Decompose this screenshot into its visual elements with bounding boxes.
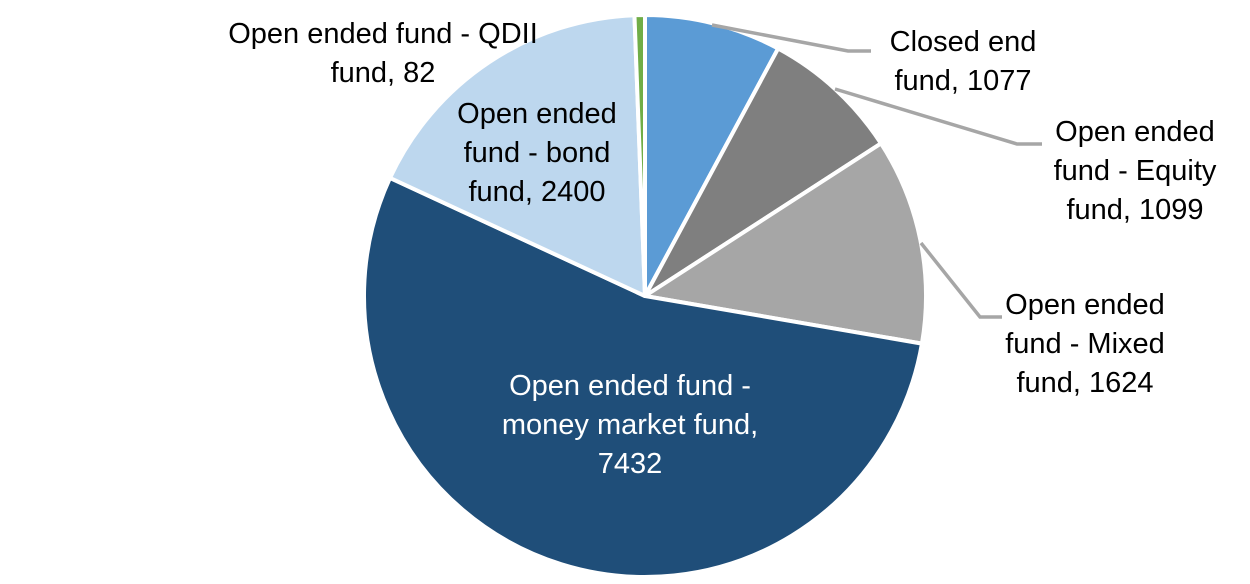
pie-slices xyxy=(362,13,928,579)
pie-slice-open-ended-money-market-fund xyxy=(362,175,924,579)
pie-slice-open-ended-qdii-fund xyxy=(632,13,647,298)
leader-line-closed-end-fund xyxy=(711,23,871,53)
label-bond-fund: Open ended fund - bond fund, 2400 xyxy=(457,98,617,208)
leader-line-equity-fund xyxy=(834,87,1042,146)
pie-slice-open-ended-bond-fund xyxy=(388,13,647,298)
label-equity-fund: Open ended fund - Equity fund, 1099 xyxy=(1053,116,1217,226)
label-qdii-fund: Open ended fund - QDII fund, 82 xyxy=(228,18,538,89)
label-money-market-fund: Open ended fund - money market fund, 743… xyxy=(501,370,759,480)
leader-line-mixed-fund xyxy=(919,241,1002,319)
pie-slice-closed-end-fund xyxy=(643,13,781,298)
label-closed-end-fund: Closed end fund, 1077 xyxy=(889,26,1037,97)
label-mixed-fund: Open ended fund - Mixed fund, 1624 xyxy=(1005,289,1165,399)
pie-slice-open-ended-mixed-fund xyxy=(643,141,928,346)
